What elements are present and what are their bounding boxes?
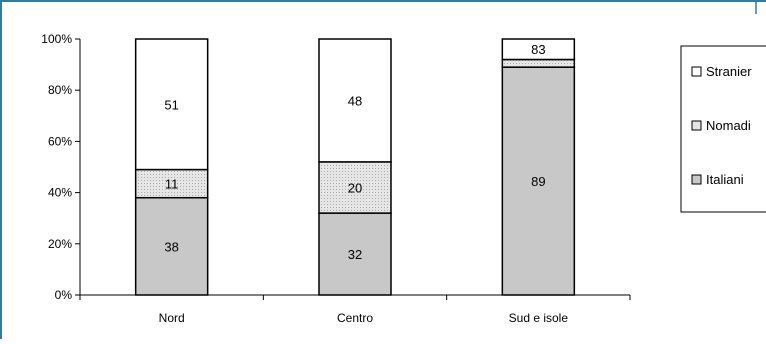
bar-segment-stranieri <box>501 38 576 61</box>
bar-segment-italiani <box>134 196 209 296</box>
bar-segment-italiani <box>318 212 392 296</box>
y-tick-label: 100% <box>41 32 72 46</box>
legend-swatch <box>691 66 702 77</box>
bar-segment-italiani <box>501 66 576 296</box>
legend-label: Stranier <box>706 64 752 79</box>
y-tick-label: 80% <box>48 83 72 97</box>
bar-segment-stranieri <box>134 38 209 171</box>
legend-swatch <box>691 174 702 185</box>
bar-segment-nomadi <box>318 161 392 214</box>
y-tick-label: 20% <box>48 237 72 251</box>
legend-label: Italiani <box>706 172 744 187</box>
legend: Stranier Nomadi Italiani <box>680 45 766 213</box>
x-tick-label: Centro <box>337 311 373 325</box>
data-label: 51 <box>164 97 178 112</box>
plot-area: 0% 20% 40% 60% 80% 100% Nord Centro Sud e isole 3… <box>41 32 631 325</box>
y-tick-label: 40% <box>48 186 72 200</box>
bar-segment-stranieri <box>318 38 392 163</box>
x-tick-label: Nord <box>159 311 185 325</box>
bar-segment-nomadi <box>134 168 209 199</box>
y-tick-label: 60% <box>48 134 72 148</box>
data-label: 89 <box>531 174 545 189</box>
legend-swatch <box>691 120 702 131</box>
data-label: 20 <box>348 180 362 195</box>
data-label: 48 <box>348 93 362 108</box>
data-label: 32 <box>348 247 362 262</box>
x-tick-label: Sud e isole <box>509 311 569 325</box>
y-tick-label: 0% <box>55 288 73 302</box>
data-label: 38 <box>164 239 178 254</box>
legend-label: Nomadi <box>706 118 751 133</box>
data-label: 11 <box>165 177 179 192</box>
bar-segment-nomadi <box>501 58 576 68</box>
data-label: 83 <box>531 42 545 57</box>
